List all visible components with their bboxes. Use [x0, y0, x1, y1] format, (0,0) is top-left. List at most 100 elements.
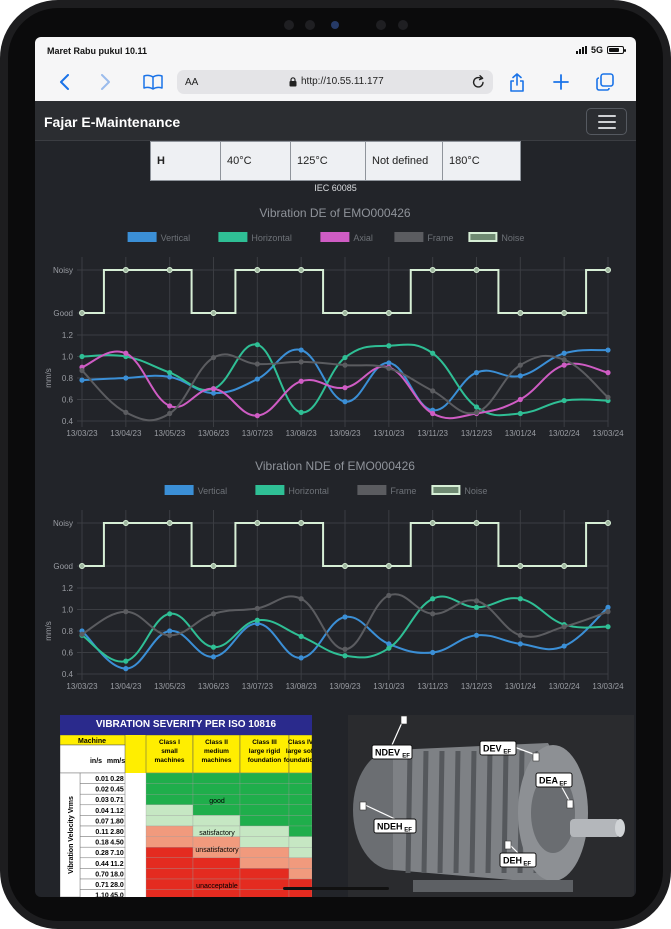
data-point-vertical — [79, 377, 85, 383]
reader-aa-button[interactable]: AA — [185, 76, 199, 88]
data-point-noise — [429, 267, 436, 273]
iso-zone-cell — [192, 815, 241, 827]
legend-swatch-frame — [357, 485, 387, 495]
reload-icon[interactable] — [472, 75, 485, 89]
iso-zone-cell — [239, 794, 290, 805]
data-point-vertical — [298, 347, 304, 353]
menu-toggle-button[interactable] — [586, 108, 627, 135]
x-tick-label: 13/02/24 — [549, 429, 581, 438]
motor-shaft — [570, 819, 620, 837]
iso-zone-cell — [192, 783, 241, 795]
iso-row-mm: 2.80 — [110, 829, 124, 836]
data-point-frame — [210, 611, 217, 617]
brand-title[interactable]: Fajar E-Maintenance — [44, 114, 181, 130]
x-tick-label: 13/07/23 — [242, 429, 274, 438]
iso-class-header-text: machines — [155, 757, 185, 764]
iso-zone-cell — [192, 868, 241, 880]
iso-zone-cell — [145, 847, 194, 858]
data-point-horizontal — [473, 404, 480, 410]
series-line-noise — [82, 522, 608, 567]
legend-label-noise: Noise — [464, 486, 487, 496]
iso-zone-cell — [145, 783, 194, 795]
data-point-horizontal — [342, 653, 348, 659]
iso-row-mm: 0.71 — [110, 797, 124, 804]
y-tick-label: 1.0 — [62, 606, 74, 615]
iso-unit-mm: mm/s — [107, 758, 125, 765]
iso-zone-cell — [145, 794, 194, 805]
home-indicator[interactable] — [283, 887, 389, 890]
x-tick-label: 13/06/23 — [198, 429, 230, 438]
table-row: H 40°C 125°C Not defined 180°C — [150, 141, 521, 181]
iso-side-cell — [60, 772, 81, 897]
data-point-noise — [122, 520, 129, 526]
iso-zone-label-good: good — [209, 798, 225, 805]
iec-caption: IEC 60085 — [314, 183, 357, 193]
iso-row-mm: 18.0 — [110, 871, 124, 878]
new-tab-plus-icon[interactable] — [549, 70, 573, 94]
series-line-noise — [82, 269, 608, 314]
data-point-horizontal — [123, 658, 129, 664]
iso-class-header-text: foundation — [248, 757, 282, 764]
data-point-frame — [386, 592, 392, 599]
iso-zone-cell — [145, 825, 194, 837]
legend-swatch-vertical — [164, 485, 194, 495]
data-point-frame — [605, 609, 611, 615]
legend-label-axial: Axial — [353, 233, 373, 243]
data-point-vertical — [342, 399, 348, 405]
iso-class-header-text: small — [161, 748, 178, 755]
iso-zone-cell — [192, 889, 241, 897]
iso-zone-cell — [288, 857, 312, 869]
iso-table-graphic: Machine in/s mm/s Class I small machines Class… — [60, 734, 312, 897]
data-point-vertical — [254, 376, 260, 382]
sensor-label-box — [479, 740, 517, 756]
iso-side-label: Vibration Velocity Vrms — [68, 796, 75, 874]
data-point-frame — [123, 409, 129, 415]
iso-row-mm: 0.28 — [110, 776, 124, 783]
data-point-noise — [254, 520, 261, 526]
data-point-axial — [605, 370, 611, 376]
iso-zone-cell — [239, 857, 290, 869]
sensor-label-subscript: EF — [402, 754, 410, 760]
iso-row-in: 0.28 — [95, 850, 109, 857]
x-tick-label: 13/01/24 — [505, 429, 537, 438]
x-tick-label: 13/03/23 — [66, 429, 98, 438]
data-point-vertical — [298, 655, 304, 661]
share-icon[interactable] — [505, 70, 529, 94]
iso-row-mm: 7.10 — [110, 850, 124, 857]
back-chevron-icon[interactable] — [53, 70, 77, 94]
iso-row-in: 0.01 — [95, 776, 109, 783]
table-cell: Not defined — [365, 141, 443, 181]
x-tick-label: 13/06/23 — [198, 682, 230, 691]
y-tick-label: 0.6 — [62, 649, 74, 658]
forward-chevron-icon[interactable] — [93, 70, 117, 94]
legend-label-noise: Noise — [501, 233, 524, 243]
iso-row-in: 0.44 — [95, 861, 109, 868]
data-point-frame — [561, 357, 567, 363]
tabs-overview-icon[interactable] — [593, 70, 617, 94]
iso-zone-cell — [239, 847, 290, 858]
status-time: Maret Rabu pukul 10.11 — [47, 46, 148, 56]
iso-row-in: 0.07 — [95, 818, 109, 825]
data-point-noise — [561, 310, 568, 316]
data-point-frame — [561, 624, 567, 630]
legend-swatch-horizontal — [255, 485, 285, 495]
x-tick-label: 13/12/23 — [461, 682, 493, 691]
legend-swatch-horizontal — [218, 232, 248, 242]
x-tick-label: 13/11/23 — [417, 429, 448, 438]
vibration-de-chart: Vibration DE of EMO000426 Vertical Horizon… — [44, 206, 624, 438]
bookmarks-book-icon[interactable] — [141, 70, 165, 94]
x-tick-label: 13/09/23 — [329, 429, 361, 438]
url-display: http://10.55.11.177 — [289, 76, 384, 87]
iso-zone-cell — [192, 804, 241, 816]
data-point-vertical — [430, 649, 436, 656]
data-point-frame — [430, 388, 436, 394]
legend-label-frame: Frame — [427, 233, 453, 243]
data-point-noise — [298, 520, 305, 526]
data-point-noise — [605, 520, 611, 526]
data-point-frame — [298, 359, 304, 365]
iso-class-header-text: Class III — [252, 739, 277, 746]
legend-label-vertical: Vertical — [161, 233, 191, 243]
address-bar[interactable]: AA http://10.55.11.177 — [177, 70, 493, 94]
iso-row-mm: 28.0 — [110, 882, 124, 889]
data-point-vertical — [605, 604, 611, 610]
